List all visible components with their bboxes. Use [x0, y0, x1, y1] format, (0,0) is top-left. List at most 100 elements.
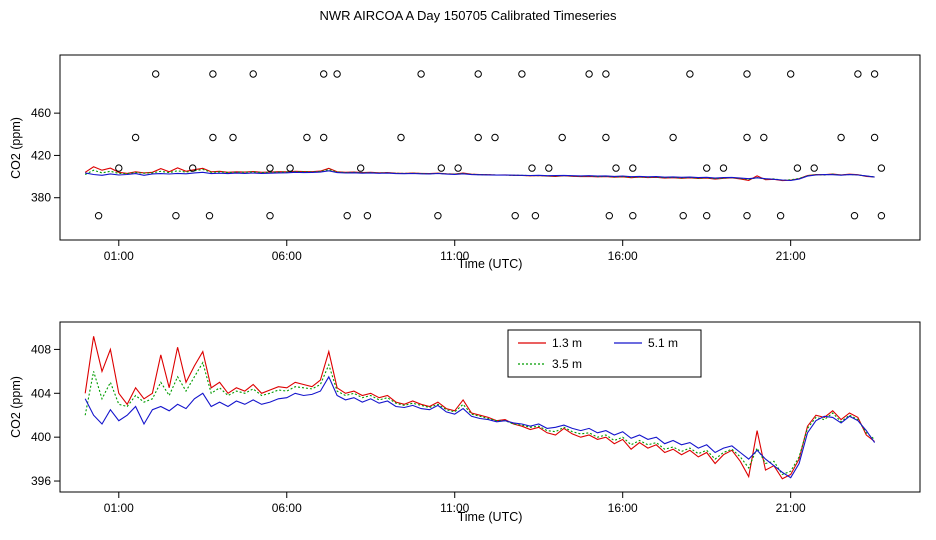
x-tick-label: 06:00	[272, 501, 302, 515]
x-tick-label: 11:00	[440, 249, 469, 263]
calibration-circle	[558, 133, 566, 142]
calibration-circle	[511, 212, 519, 220]
calibration-circle	[303, 133, 311, 142]
calibration-circle	[437, 164, 445, 172]
panel-full-calibrated: Time (UTC) CO2 (ppm) 380 420 460 01:00 06:00…	[9, 54, 921, 271]
calibration-circle	[474, 70, 482, 78]
calibration-circle	[94, 212, 103, 220]
y-tick-label: 420	[31, 148, 51, 162]
calibration-circle	[787, 70, 795, 78]
calibration-circle	[397, 133, 405, 142]
calibration-circle	[115, 164, 123, 172]
y-tick-label: 408	[31, 342, 51, 356]
calibration-circle	[854, 70, 862, 78]
series-line-1.3m	[84, 336, 875, 480]
calibration-circle	[545, 164, 553, 172]
calibration-circle	[343, 212, 351, 220]
calibration-circle	[333, 70, 341, 78]
x-tick-label: 01:00	[104, 501, 134, 515]
calibration-circle	[518, 70, 526, 78]
y-axis-label-bottom: CO2 (ppm)	[9, 376, 23, 438]
calibration-circle	[743, 70, 751, 78]
calibration-circle	[877, 164, 886, 172]
calibration-circle	[357, 164, 365, 172]
calibration-circle	[229, 133, 237, 142]
calibration-circle	[172, 212, 180, 220]
calibration-circle	[776, 212, 785, 220]
calibration-circle	[629, 164, 637, 172]
calibration-circle	[810, 164, 818, 172]
x-axis-label-top: Time (UTC)	[458, 257, 523, 271]
calibration-circle	[266, 212, 274, 220]
calibration-circle	[491, 133, 499, 142]
calibration-circle	[837, 133, 845, 142]
series-line-1.3m	[84, 166, 875, 182]
plot-box	[59, 321, 921, 493]
y-tick-label: 460	[31, 106, 51, 120]
legend-label: 5.1 m	[648, 336, 678, 350]
calibration-circle	[249, 70, 257, 78]
x-tick-label: 21:00	[776, 501, 806, 515]
calibration-circle	[877, 212, 886, 220]
y-tick-label: 380	[31, 191, 51, 205]
calibration-circle	[131, 133, 140, 142]
calibration-circle	[286, 164, 294, 172]
calibration-circle	[152, 70, 160, 78]
calibration-circle	[605, 212, 613, 220]
calibration-circle	[205, 212, 214, 220]
series-line-3.5m	[84, 361, 875, 476]
calibration-circle	[669, 133, 677, 142]
y-tick-label: 396	[31, 474, 51, 488]
calibration-circle	[602, 70, 610, 78]
calibration-circle	[743, 212, 751, 220]
figure-title: NWR AIRCOA A Day 150705 Calibrated Times…	[320, 8, 617, 23]
calibration-circle	[209, 70, 217, 78]
series-line-5.1m	[85, 170, 875, 182]
calibration-circle	[320, 133, 328, 142]
legend-box	[507, 329, 702, 378]
calibration-circle	[793, 164, 802, 172]
calibration-circle	[686, 70, 694, 78]
legend-label: 1.3 m	[552, 336, 582, 350]
x-tick-label: 16:00	[608, 501, 638, 515]
y-tick-label: 400	[31, 430, 51, 444]
calibration-circle	[434, 212, 442, 220]
calibration-circle	[266, 164, 274, 172]
calibration-circle	[454, 164, 462, 172]
x-axis-label-bottom: Time (UTC)	[458, 510, 523, 524]
calibration-circle	[531, 212, 540, 220]
panel-ambient-zoom: Time (UTC) CO2 (ppm) 396 400 404 408 01:00 06…	[9, 321, 921, 524]
legend-label: 3.5 m	[552, 357, 582, 371]
series-line-5.1m	[84, 375, 876, 479]
calibration-circle	[474, 133, 482, 142]
calibration-circle	[703, 164, 711, 172]
calibration-circle	[760, 133, 768, 142]
plot-box	[59, 54, 921, 241]
calibration-circle	[612, 164, 620, 172]
calibration-circle	[585, 70, 593, 78]
x-tick-label: 06:00	[272, 249, 302, 263]
y-axis-label-top: CO2 (ppm)	[9, 117, 23, 179]
x-tick-label: 21:00	[776, 249, 806, 263]
calibration-circle	[320, 70, 328, 78]
x-tick-label: 16:00	[608, 249, 638, 263]
calibration-circle	[528, 164, 536, 172]
calibration-circle	[719, 164, 728, 172]
y-tick-label: 404	[31, 386, 51, 400]
calibration-circle	[602, 133, 610, 142]
x-tick-label: 01:00	[104, 249, 134, 263]
calibration-circle	[703, 212, 711, 220]
x-tick-label: 11:00	[440, 501, 469, 515]
calibration-circle	[363, 212, 372, 220]
calibration-circle	[850, 212, 859, 220]
calibration-circle	[870, 70, 879, 78]
calibration-circle	[743, 133, 751, 142]
calibration-circle	[209, 133, 217, 142]
calibration-circle	[679, 212, 687, 220]
calibration-circle	[870, 133, 879, 142]
calibration-circle	[417, 70, 425, 78]
calibration-circle	[629, 212, 637, 220]
calibration-circle	[189, 164, 197, 172]
